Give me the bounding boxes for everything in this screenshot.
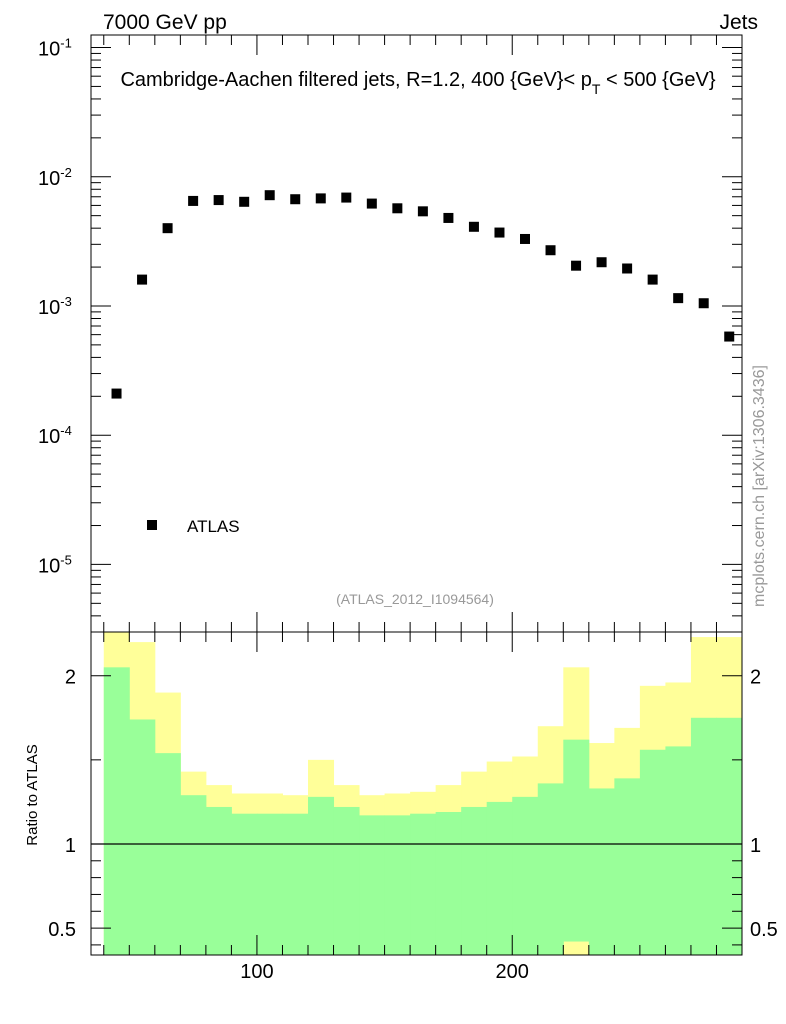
ratio-y-tick-label-right: 1 — [750, 835, 761, 857]
data-point — [392, 203, 403, 214]
data-point — [724, 331, 735, 342]
y-tick-label: 10-2 — [38, 165, 72, 190]
ratio-band-inner-bin — [563, 739, 590, 942]
data-point — [494, 227, 505, 238]
y-tick-label: 10-5 — [38, 552, 72, 577]
data-point — [468, 221, 479, 232]
ratio-band-inner-bin — [308, 796, 335, 955]
data-point — [673, 293, 684, 304]
y-tick-label-exponent: -3 — [60, 294, 72, 309]
data-point — [264, 190, 275, 201]
main-frame — [90, 34, 743, 633]
ratio-y-tick-labels: 0.5 0.5 1 1 2 2 — [48, 667, 778, 941]
ratio-band-inner-bin — [588, 788, 615, 955]
ratio-y-tick-label: 2 — [65, 667, 76, 689]
y-tick-label: 10-4 — [38, 423, 72, 448]
main-data-points — [111, 190, 735, 399]
ratio-y-tick-label: 0.5 — [48, 919, 76, 941]
y-tick-label-exponent: -5 — [60, 552, 72, 567]
ratio-bands — [103, 632, 743, 955]
ratio-band-inner-bin — [333, 806, 360, 955]
data-point — [520, 233, 530, 244]
main-panel: Cambridge-Aachen filtered jets, R=1.2, 4… — [38, 34, 743, 633]
y-tick-label: 10-1 — [38, 36, 72, 61]
ratio-band-inner-bin — [486, 801, 513, 955]
y-tick-label-base: 10 — [38, 39, 60, 61]
ratio-ticks — [91, 632, 743, 955]
data-point — [188, 195, 199, 206]
plot-title-main: Cambridge-Aachen filtered jets, R=1.2, 4… — [120, 69, 591, 91]
ratio-band-inner-bin — [231, 813, 258, 955]
data-point — [366, 198, 377, 209]
main-y-tick-labels: 10-110-210-310-410-5 — [38, 36, 72, 578]
ratio-band-inner-bin — [154, 753, 181, 955]
data-point — [213, 195, 224, 206]
header-left: 7000 GeV pp — [103, 11, 227, 34]
ratio-band-inner-bin — [639, 749, 666, 955]
legend-label: ATLAS — [187, 517, 240, 536]
ratio-panel: 0.5 0.5 1 1 2 2 100 200 Ratio to ATLAS — [24, 631, 778, 983]
ratio-band-inner-bin — [537, 783, 564, 955]
x-tick-label: 200 — [496, 961, 529, 983]
plot-title-subscript: T — [592, 81, 601, 97]
ratio-band-inner-bin — [665, 746, 692, 955]
ratio-band-inner-bin — [716, 717, 743, 955]
ratio-band-inner-bin — [435, 812, 462, 955]
ratio-band-inner-bin — [129, 719, 156, 955]
data-point — [647, 274, 658, 285]
ratio-band-inner-bin — [384, 815, 411, 955]
ratio-band-inner-bin — [256, 813, 283, 955]
data-point — [571, 260, 582, 271]
data-point — [137, 274, 148, 285]
data-point — [417, 206, 428, 217]
y-tick-label-base: 10 — [38, 426, 60, 448]
ratio-band-inner-bin — [359, 815, 386, 955]
ratio-band-inner-bin — [282, 813, 309, 955]
ratio-band-inner-bin — [410, 813, 437, 955]
plot-title: Cambridge-Aachen filtered jets, R=1.2, 4… — [120, 69, 715, 97]
ratio-y-tick-label-right: 0.5 — [750, 919, 778, 941]
ratio-y-tick-label-right: 2 — [750, 667, 761, 689]
data-point — [698, 298, 709, 309]
y-tick-label-base: 10 — [38, 297, 60, 319]
ratio-frame — [90, 631, 743, 956]
analysis-tag: (ATLAS_2012_I1094564) — [336, 591, 494, 607]
y-tick-label-exponent: -2 — [60, 165, 72, 180]
ratio-band-inner-bin — [461, 806, 488, 955]
side-credit-label: mcplots.cern.ch [arXiv:1306.3436] — [751, 365, 768, 607]
ratio-band-inner-bin — [690, 717, 717, 955]
ratio-y-axis-label: Ratio to ATLAS — [24, 744, 41, 845]
main-x-ticks — [103, 35, 743, 632]
y-tick-label-exponent: -4 — [60, 423, 72, 438]
x-tick-label: 100 — [240, 961, 273, 983]
x-tick-labels: 100 200 — [240, 961, 529, 983]
data-point — [596, 257, 607, 268]
data-point — [239, 196, 250, 207]
header-right: Jets — [719, 11, 758, 34]
ratio-band-inner-bin — [103, 667, 130, 955]
legend-marker — [147, 520, 157, 530]
data-point — [341, 192, 352, 203]
y-tick-label: 10-3 — [38, 294, 72, 319]
plot-title-end: < 500 {GeV} — [600, 69, 715, 91]
y-tick-label-base: 10 — [38, 555, 60, 577]
ratio-band-inner-bin — [205, 806, 232, 955]
data-point — [545, 245, 556, 256]
data-point — [290, 194, 301, 205]
data-point — [443, 212, 454, 223]
ratio-y-tick-label: 1 — [65, 835, 76, 857]
ratio-band-inner-bin — [180, 795, 207, 955]
ratio-band-inner-bin — [512, 796, 539, 955]
ratio-band-inner-bin — [614, 778, 641, 955]
main-y-ticks — [91, 47, 742, 633]
y-tick-label-exponent: -1 — [60, 36, 72, 51]
y-tick-label-base: 10 — [38, 168, 60, 190]
data-point — [315, 193, 326, 204]
data-point — [111, 388, 122, 399]
data-point — [622, 263, 633, 274]
data-point — [162, 223, 173, 234]
